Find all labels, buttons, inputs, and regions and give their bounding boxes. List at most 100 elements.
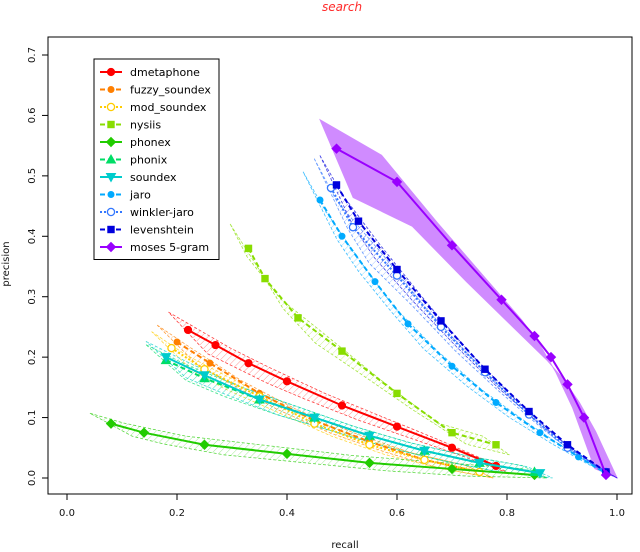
data-point [563, 441, 572, 449]
data-point [199, 371, 210, 381]
series-band [229, 223, 510, 456]
y-tick-label: 0.5 [27, 168, 38, 184]
y-tick-label: 0.3 [27, 289, 38, 305]
x-tick-label: 1.0 [609, 508, 625, 519]
x-tick-label: 0.6 [389, 508, 405, 519]
legend-label: soundex [130, 171, 177, 184]
series-group [105, 418, 540, 481]
legend-label: nysiis [130, 119, 161, 132]
data-point [545, 351, 557, 363]
data-point [393, 265, 401, 274]
legend-marker [107, 225, 115, 234]
legend-item: dmetaphone [100, 66, 200, 79]
data-point [536, 429, 544, 437]
series-line [187, 329, 497, 467]
series-line [335, 184, 607, 473]
series-line [165, 356, 541, 475]
data-point [364, 431, 375, 442]
data-point [337, 401, 347, 410]
plot-layer: 0.0 0.2 0.4 0.6 0.8 1.0 0.0 0.1 0.2 0.3 0.4 0.5 0.6 0… [27, 36, 633, 519]
series-band [319, 155, 618, 479]
legend-label: mod_soundex [130, 101, 207, 114]
data-point [492, 398, 500, 406]
x-tick-label: 0.4 [279, 508, 295, 519]
data-point [481, 365, 489, 373]
legend-label: winkler-jaro [130, 206, 194, 219]
x-axis-label: recall [331, 540, 358, 551]
data-point [331, 143, 342, 154]
data-point [167, 343, 176, 353]
data-point [448, 362, 456, 370]
data-point [525, 407, 533, 416]
legend-marker [107, 120, 115, 129]
data-point [448, 428, 456, 437]
data-point [206, 359, 214, 367]
legend-item: phonex [100, 136, 171, 149]
legend-label: levenshtein [130, 224, 194, 237]
data-point [419, 446, 430, 457]
series-group [160, 353, 546, 479]
data-point [354, 217, 363, 225]
data-point [199, 439, 210, 450]
data-point [446, 240, 458, 251]
legend-marker [106, 102, 116, 112]
data-point [294, 314, 302, 322]
data-point [105, 418, 117, 429]
legend-item: mod_soundex [100, 101, 207, 114]
legend-marker [107, 191, 115, 198]
data-point [446, 463, 458, 475]
legend-item: levenshtein [100, 224, 194, 237]
data-point [420, 455, 429, 465]
legend-marker [105, 153, 117, 164]
y-tick-label: 0.4 [27, 228, 38, 244]
data-point [447, 443, 457, 452]
data-point [437, 317, 445, 325]
plot-frame [47, 36, 633, 495]
data-point [578, 412, 590, 423]
legend-label: phonix [130, 154, 168, 167]
legend-marker [107, 86, 115, 93]
x-tick-label: 0.0 [59, 508, 75, 519]
data-point [173, 338, 181, 346]
data-point [562, 379, 573, 390]
data-point [600, 469, 612, 481]
data-point [183, 325, 193, 335]
x-tick-label: 0.2 [169, 508, 185, 519]
data-point [391, 176, 403, 188]
data-point [338, 232, 346, 240]
data-point [244, 359, 253, 368]
legend-item: soundex [100, 171, 177, 184]
y-axis-label: precision [1, 241, 12, 286]
series-band [145, 341, 553, 479]
legend-marker [105, 136, 117, 148]
data-point [244, 244, 253, 253]
chart-title: search [322, 0, 362, 14]
data-point [492, 441, 500, 449]
legend-item: winkler-jaro [100, 206, 194, 219]
data-point [365, 440, 374, 450]
series-line [330, 187, 607, 473]
legend-label: phonex [130, 136, 171, 149]
series-group [332, 181, 610, 476]
y-tick-label: 0.6 [27, 107, 38, 123]
data-point [282, 377, 292, 386]
series-group [244, 244, 500, 449]
data-point [309, 413, 320, 424]
y-tick-label: 0.0 [27, 470, 38, 486]
data-point [474, 458, 485, 469]
legend-item: phonix [100, 154, 168, 167]
legend-marker [106, 207, 116, 217]
data-point [404, 320, 412, 328]
series-group [331, 143, 612, 481]
y-tick-label: 0.1 [27, 410, 38, 426]
x-tick-label: 0.8 [499, 508, 515, 519]
legend-item: moses 5-gram [100, 241, 209, 254]
legend-item: fuzzy_soundex [100, 84, 211, 97]
legend-item: nysiis [100, 119, 161, 132]
legend: dmetaphone fuzzy_soundex mod_soundexnysiis… [93, 58, 220, 260]
data-point [261, 274, 269, 283]
data-point [348, 222, 358, 232]
data-point [496, 294, 507, 305]
legend-box [93, 58, 220, 260]
